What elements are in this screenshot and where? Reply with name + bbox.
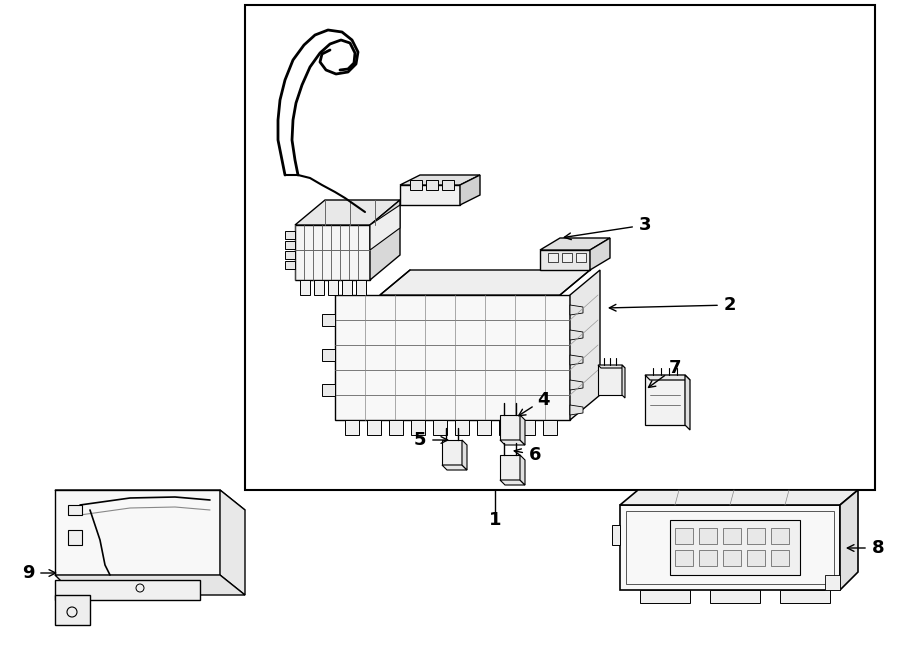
Polygon shape [840, 490, 858, 590]
Polygon shape [675, 550, 693, 566]
Polygon shape [747, 528, 765, 544]
Text: 4: 4 [536, 391, 549, 409]
Polygon shape [426, 180, 438, 190]
Polygon shape [548, 253, 558, 262]
Polygon shape [314, 280, 324, 295]
Polygon shape [285, 231, 295, 239]
Polygon shape [500, 415, 520, 440]
Polygon shape [543, 420, 557, 435]
Polygon shape [433, 420, 447, 435]
Polygon shape [521, 420, 535, 435]
Polygon shape [520, 415, 525, 445]
Polygon shape [285, 251, 295, 259]
Polygon shape [670, 520, 800, 575]
Polygon shape [300, 280, 310, 295]
Polygon shape [462, 440, 467, 470]
Polygon shape [55, 490, 245, 510]
Text: 5: 5 [414, 431, 427, 449]
Polygon shape [370, 200, 400, 280]
Polygon shape [645, 375, 685, 425]
Polygon shape [771, 550, 789, 566]
Polygon shape [723, 528, 741, 544]
Text: 8: 8 [872, 539, 885, 557]
Polygon shape [620, 490, 858, 505]
Polygon shape [460, 175, 480, 205]
Polygon shape [335, 295, 570, 420]
Polygon shape [328, 280, 338, 295]
Polygon shape [55, 490, 220, 575]
Polygon shape [442, 180, 454, 190]
Polygon shape [342, 280, 352, 295]
Polygon shape [410, 180, 422, 190]
Polygon shape [699, 528, 717, 544]
Polygon shape [499, 420, 513, 435]
Polygon shape [570, 270, 600, 420]
Polygon shape [400, 175, 480, 185]
Text: 6: 6 [529, 446, 541, 464]
Polygon shape [55, 595, 90, 625]
Polygon shape [322, 314, 335, 326]
Polygon shape [780, 590, 830, 603]
Polygon shape [370, 205, 400, 250]
Text: 2: 2 [724, 296, 736, 314]
Polygon shape [699, 550, 717, 566]
Polygon shape [825, 575, 840, 590]
Polygon shape [570, 355, 583, 365]
Polygon shape [622, 365, 625, 398]
Polygon shape [500, 480, 525, 485]
Polygon shape [345, 420, 359, 435]
Polygon shape [675, 528, 693, 544]
Polygon shape [442, 440, 462, 465]
Polygon shape [590, 238, 610, 270]
Polygon shape [400, 185, 460, 205]
Text: 3: 3 [639, 216, 652, 234]
Polygon shape [285, 261, 295, 269]
Polygon shape [520, 455, 525, 485]
Polygon shape [570, 305, 583, 315]
Polygon shape [356, 280, 366, 295]
Polygon shape [598, 365, 622, 395]
Polygon shape [380, 270, 590, 295]
Polygon shape [640, 590, 690, 603]
Polygon shape [55, 580, 200, 600]
Polygon shape [771, 528, 789, 544]
Polygon shape [612, 525, 620, 545]
Polygon shape [570, 405, 583, 415]
Polygon shape [570, 380, 583, 390]
Polygon shape [455, 420, 469, 435]
Polygon shape [645, 375, 690, 380]
Polygon shape [500, 440, 525, 445]
Polygon shape [367, 420, 381, 435]
Polygon shape [295, 225, 370, 280]
Polygon shape [68, 505, 82, 515]
Text: 7: 7 [669, 359, 681, 377]
Polygon shape [710, 590, 760, 603]
Polygon shape [562, 253, 572, 262]
Polygon shape [598, 365, 625, 368]
Polygon shape [322, 349, 335, 361]
Polygon shape [570, 330, 583, 340]
Polygon shape [620, 505, 840, 590]
Polygon shape [540, 238, 610, 250]
Polygon shape [285, 241, 295, 249]
Polygon shape [322, 384, 335, 396]
Polygon shape [220, 490, 245, 595]
Polygon shape [685, 375, 690, 430]
Polygon shape [747, 550, 765, 566]
Polygon shape [295, 200, 400, 225]
Polygon shape [68, 530, 82, 545]
Polygon shape [389, 420, 403, 435]
Text: 1: 1 [489, 511, 501, 529]
Polygon shape [576, 253, 586, 262]
Polygon shape [55, 575, 245, 595]
Polygon shape [411, 420, 425, 435]
Text: 9: 9 [22, 564, 34, 582]
Polygon shape [500, 455, 520, 480]
Polygon shape [442, 465, 467, 470]
Polygon shape [477, 420, 491, 435]
Polygon shape [540, 250, 590, 270]
Bar [245, 5, 875, 490]
Polygon shape [723, 550, 741, 566]
